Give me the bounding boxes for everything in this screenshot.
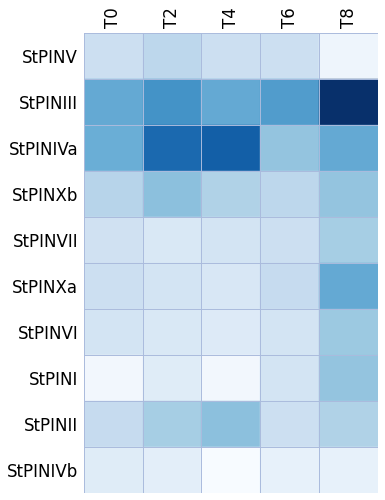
Bar [260, 447, 319, 493]
Bar [260, 401, 319, 447]
Bar [142, 263, 201, 309]
Bar [319, 217, 378, 263]
Bar [260, 172, 319, 217]
Bar [201, 447, 260, 493]
Bar [260, 217, 319, 263]
Bar [319, 172, 378, 217]
Bar [319, 80, 378, 126]
Bar [260, 80, 319, 126]
Bar [260, 126, 319, 172]
Bar [84, 34, 142, 80]
Bar [260, 355, 319, 401]
Bar [319, 126, 378, 172]
Bar [142, 447, 201, 493]
Bar [84, 309, 142, 355]
Bar [84, 263, 142, 309]
Bar [142, 34, 201, 80]
Bar [84, 355, 142, 401]
Bar [142, 309, 201, 355]
Bar [319, 447, 378, 493]
Bar [260, 309, 319, 355]
Bar [201, 34, 260, 80]
Bar [319, 263, 378, 309]
Bar [319, 309, 378, 355]
Bar [84, 172, 142, 217]
Bar [319, 355, 378, 401]
Bar [201, 309, 260, 355]
Bar [142, 355, 201, 401]
Bar [201, 126, 260, 172]
Bar [319, 34, 378, 80]
Bar [84, 80, 142, 126]
Bar [84, 126, 142, 172]
Bar [142, 401, 201, 447]
Bar [84, 401, 142, 447]
Bar [201, 217, 260, 263]
Bar [260, 34, 319, 80]
Bar [84, 217, 142, 263]
Bar [201, 172, 260, 217]
Bar [201, 355, 260, 401]
Bar [142, 172, 201, 217]
Bar [142, 126, 201, 172]
Bar [142, 217, 201, 263]
Bar [201, 401, 260, 447]
Bar [201, 263, 260, 309]
Bar [84, 447, 142, 493]
Bar [319, 401, 378, 447]
Bar [201, 80, 260, 126]
Bar [142, 80, 201, 126]
Bar [260, 263, 319, 309]
